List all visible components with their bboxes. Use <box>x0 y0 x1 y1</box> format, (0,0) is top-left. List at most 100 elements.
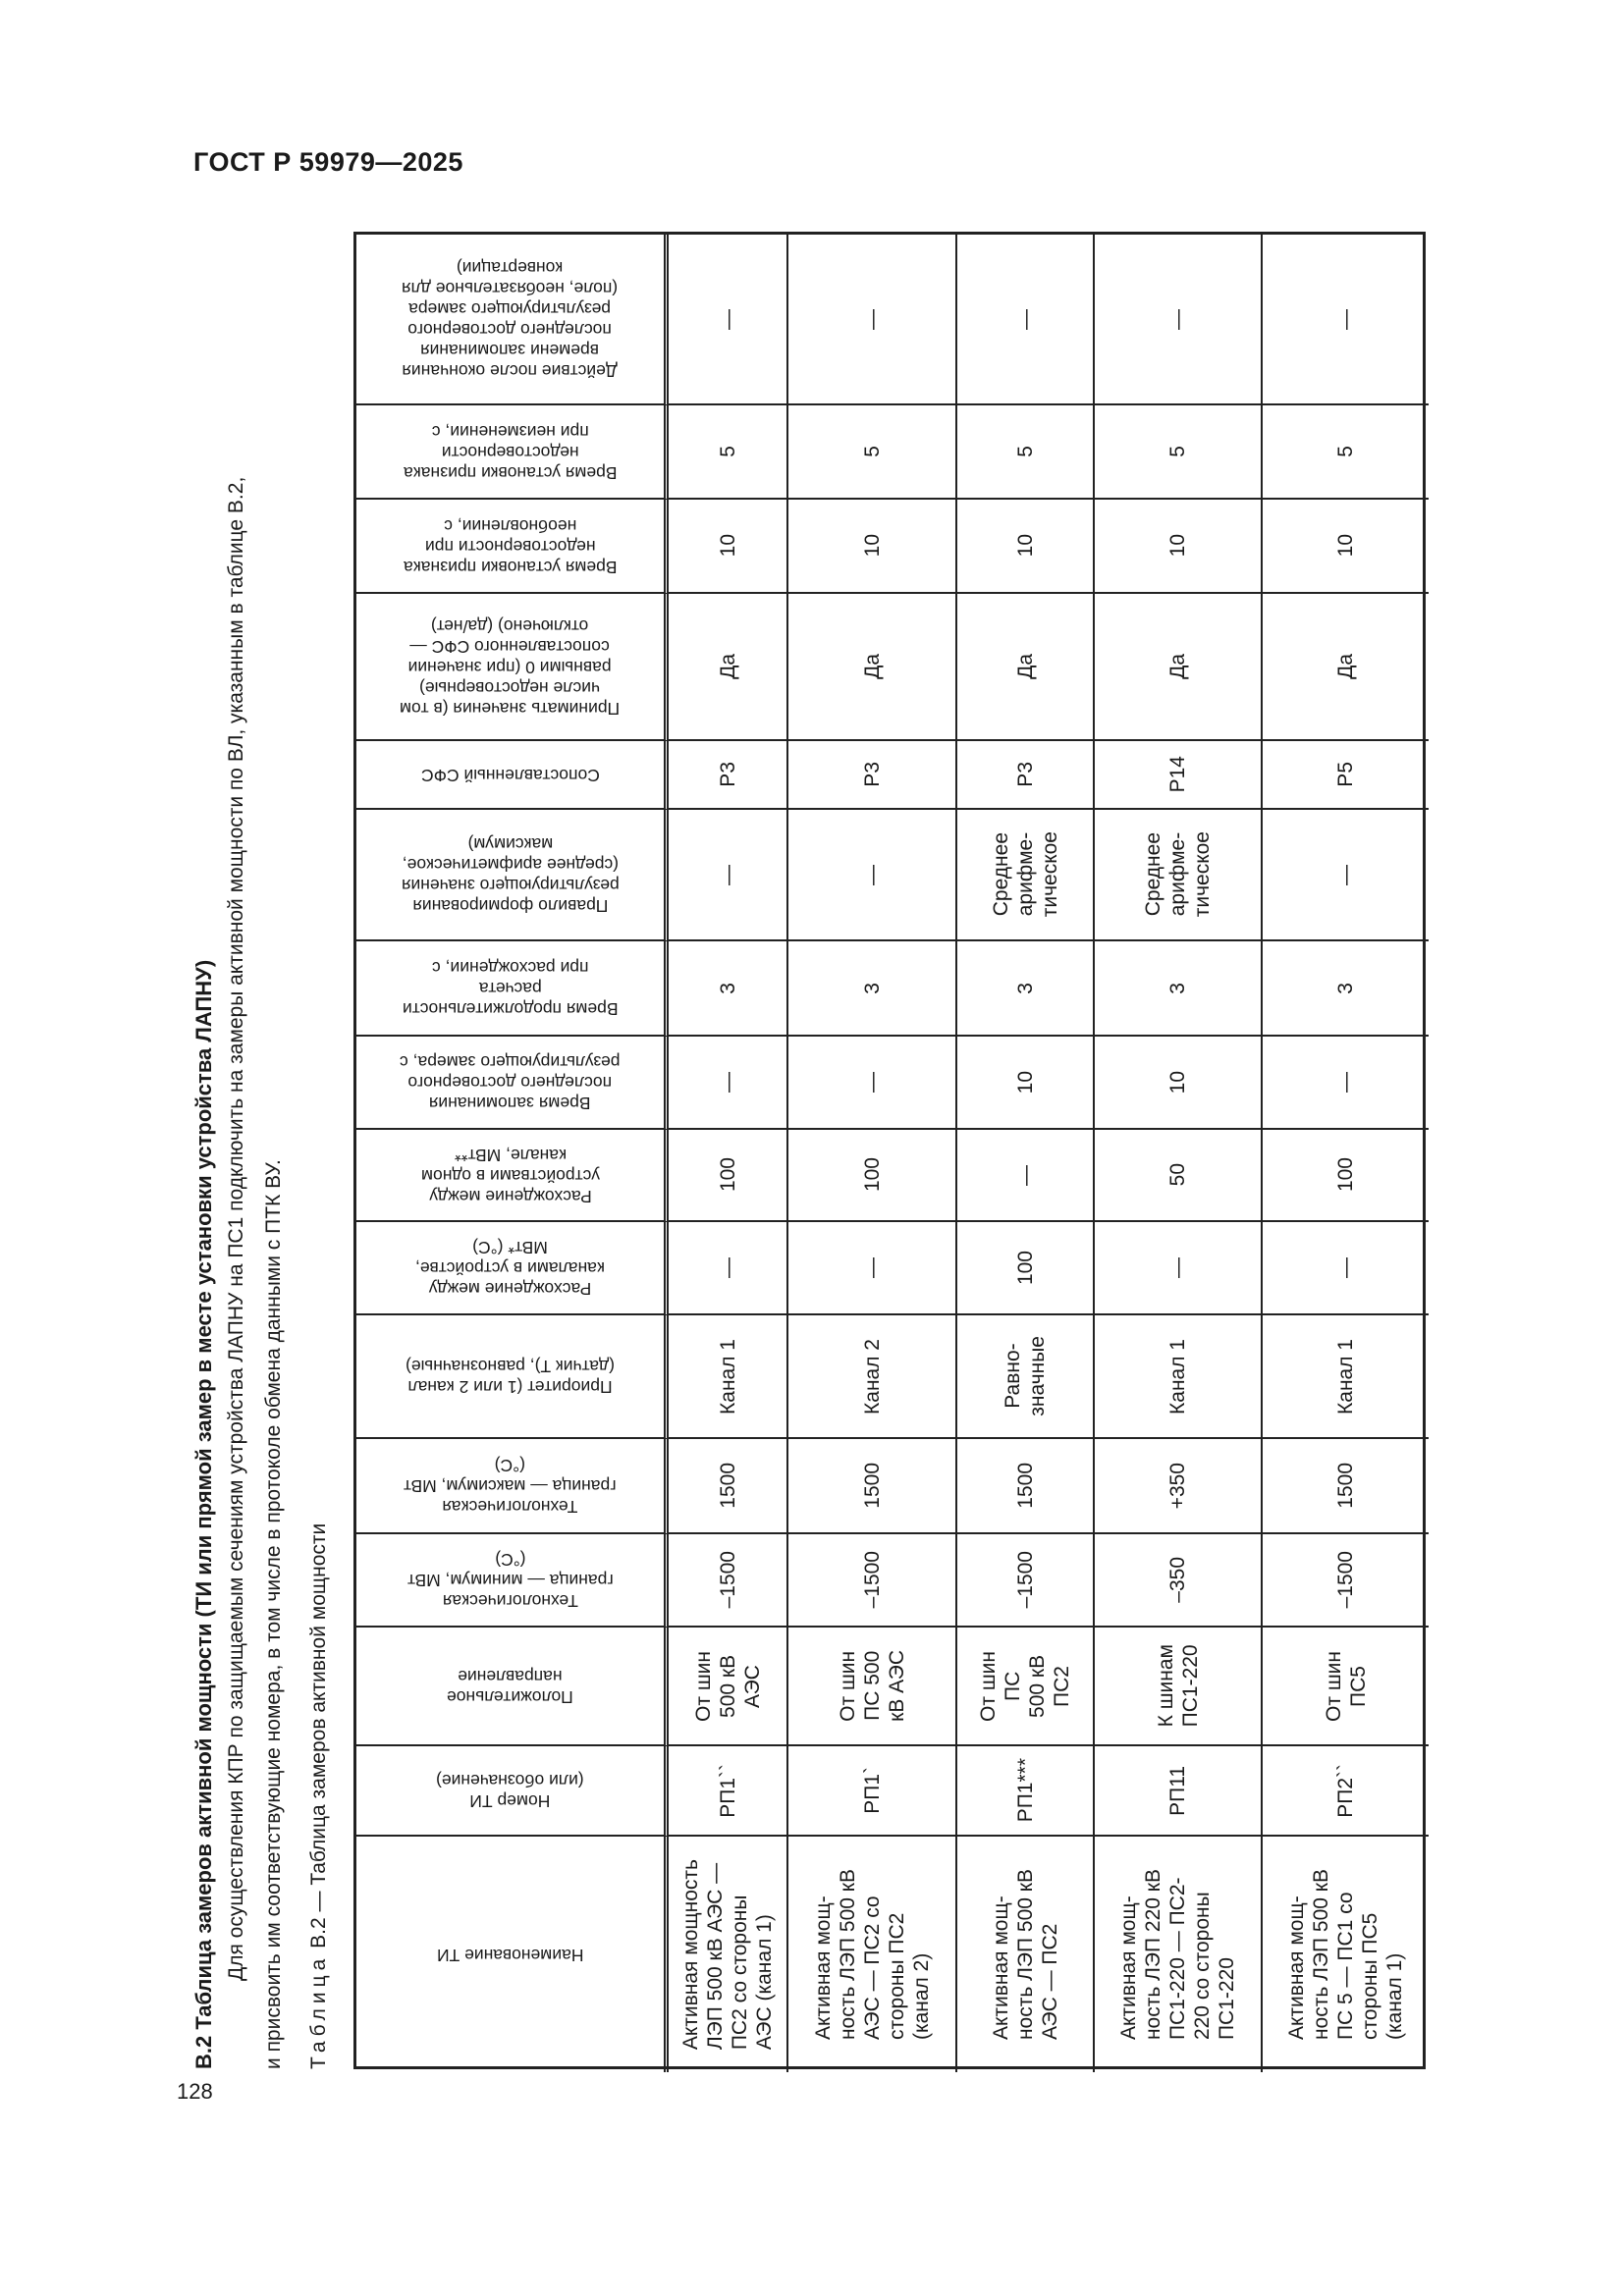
column-header-label: Технологическая граница — минимум, МВт (… <box>406 1550 614 1611</box>
table-cell: От шин ПС 500 кВ АЭС <box>788 1628 957 1746</box>
table-cell: Да <box>1095 594 1263 741</box>
cell-value: Активная мощ- ность ЛЭП 500 кВ АЭС — ПС2 <box>989 1868 1061 2041</box>
table-cell: –1500 <box>788 1534 957 1628</box>
table-caption-text: В.2 — Таблица замеров активной мощности <box>307 1522 330 1954</box>
column-header-label: Действие после окончания времени запомин… <box>402 258 619 381</box>
table-cell: Р3 <box>788 741 957 810</box>
table-cell: РП11 <box>1095 1746 1263 1837</box>
column-header: Номер ТИ (или обозначение) <box>356 1746 669 1837</box>
cell-value: 5 <box>1013 446 1037 457</box>
cell-value: РП1*** <box>1013 1758 1037 1823</box>
table-caption: Таблица В.2 — Таблица замеров активной м… <box>307 1523 331 2069</box>
cell-value: 10 <box>1166 534 1189 558</box>
cell-value: РП1`` <box>716 1763 739 1818</box>
cell-value: Активная мощ- ность ЛЭП 500 кВ ПС 5 — ПС… <box>1285 1868 1406 2041</box>
cell-value: — <box>1013 1164 1037 1186</box>
table-cell: Активная мощность ЛЭП 500 кВ АЭС — ПС2 с… <box>669 1837 788 2072</box>
column-header: Технологическая граница — минимум, МВт (… <box>356 1534 669 1628</box>
section-heading: В.2 Таблица замеров активной мощности (Т… <box>191 959 216 2069</box>
cell-value: 50 <box>1166 1163 1189 1187</box>
cell-value: Канал 1 <box>1334 1338 1357 1415</box>
table-cell: — <box>669 1037 788 1130</box>
cell-value: 10 <box>716 534 739 558</box>
table-cell: –1500 <box>957 1534 1095 1628</box>
cell-value: –1500 <box>1013 1551 1037 1609</box>
column-header: Положительное направление <box>356 1628 669 1746</box>
column-header: Правило формирования результирующего зна… <box>356 810 669 941</box>
table-cell: 1500 <box>957 1439 1095 1534</box>
table-cell: Среднее арифме- тическое <box>957 810 1095 941</box>
table-cell: 50 <box>1095 1130 1263 1222</box>
table-cell: — <box>788 1222 957 1315</box>
table-cell: Р14 <box>1095 741 1263 810</box>
cell-value: 10 <box>1166 1070 1189 1095</box>
cell-value: 1500 <box>1013 1463 1037 1509</box>
table-cell: Равно- значные <box>957 1315 1095 1439</box>
cell-value: –350 <box>1166 1557 1189 1603</box>
table-cell: 100 <box>788 1130 957 1222</box>
table-cell: 10 <box>669 500 788 594</box>
table-cell: 1500 <box>1263 1439 1429 1534</box>
cell-value: Активная мощ- ность ЛЭП 500 кВ АЭС — ПС2… <box>811 1868 933 2041</box>
table-cell: — <box>957 1130 1095 1222</box>
table-cell: От шин ПС5 <box>1263 1628 1429 1746</box>
table-cell: Да <box>788 594 957 741</box>
cell-value: От шин ПС 500 кВ АЭС <box>836 1650 908 1722</box>
table-cell: Да <box>1263 594 1429 741</box>
table-cell: Да <box>669 594 788 741</box>
table-cell: 10 <box>957 500 1095 594</box>
cell-value: Р3 <box>860 762 884 787</box>
table-cell: 5 <box>788 405 957 500</box>
cell-value: 1500 <box>860 1463 884 1509</box>
table-cell: Активная мощ- ность ЛЭП 500 кВ АЭС — ПС2… <box>788 1837 957 2072</box>
table-cell: 10 <box>1095 500 1263 594</box>
table-cell: — <box>1263 810 1429 941</box>
cell-value: РП2`` <box>1334 1763 1357 1818</box>
cell-value: –1500 <box>860 1551 884 1609</box>
column-header: Технологическая граница — максимум, МВт … <box>356 1439 669 1534</box>
cell-value: — <box>1334 1257 1357 1278</box>
cell-value: 3 <box>1334 982 1357 994</box>
cell-value: — <box>1166 1257 1189 1278</box>
column-header-label: Наименование ТИ <box>436 1945 584 1965</box>
table-cell: Канал 1 <box>669 1315 788 1439</box>
table-cell: +350 <box>1095 1439 1263 1534</box>
table-cell: 100 <box>669 1130 788 1222</box>
table-cell: 5 <box>1263 405 1429 500</box>
cell-value: 100 <box>1334 1157 1357 1193</box>
column-header-label: Принимать значения (в том числе недостов… <box>400 615 621 719</box>
cell-value: Да <box>1334 654 1357 679</box>
table-cell: 10 <box>1263 500 1429 594</box>
column-header: Расхождение между каналами в устройстве,… <box>356 1222 669 1315</box>
table-cell: Р3 <box>957 741 1095 810</box>
table-cell: 100 <box>957 1222 1095 1315</box>
column-header-label: Расхождение между каналами в устройстве,… <box>415 1238 605 1299</box>
cell-value: –1500 <box>716 1551 739 1609</box>
measurements-table: Действие после окончания времени запомин… <box>353 232 1429 2072</box>
cell-value: 100 <box>1013 1250 1037 1286</box>
cell-value: Да <box>860 654 884 679</box>
cell-value: — <box>716 864 739 885</box>
cell-value: — <box>716 1072 739 1093</box>
table-cell: — <box>1095 1222 1263 1315</box>
column-header-label: Положительное направление <box>447 1666 573 1707</box>
table-cell: Р3 <box>669 741 788 810</box>
cell-value: — <box>1334 1072 1357 1093</box>
cell-value: 5 <box>860 446 884 457</box>
cell-value: –1500 <box>1334 1551 1357 1609</box>
cell-value: От шин ПС5 <box>1322 1650 1370 1722</box>
column-header: Наименование ТИ <box>356 1837 669 2072</box>
document-title: ГОСТ Р 59979—2025 <box>193 147 463 177</box>
cell-value: Канал 1 <box>716 1338 739 1415</box>
cell-value: — <box>716 1257 739 1278</box>
table-cell: Да <box>957 594 1095 741</box>
rotated-text-block: В.2 Таблица замеров активной мощности (Т… <box>191 228 339 2069</box>
cell-value: 5 <box>716 446 739 457</box>
cell-value: 10 <box>1334 534 1357 558</box>
table-cell: 5 <box>1095 405 1263 500</box>
column-header-label: Время запоминания последнего достоверног… <box>400 1052 621 1113</box>
cell-value: От шин ПС 500 кВ ПС2 <box>977 1650 1073 1722</box>
column-header-label: Правило формирования результирующего зна… <box>401 834 620 916</box>
cell-value: — <box>716 308 739 330</box>
table-cell: — <box>788 810 957 941</box>
